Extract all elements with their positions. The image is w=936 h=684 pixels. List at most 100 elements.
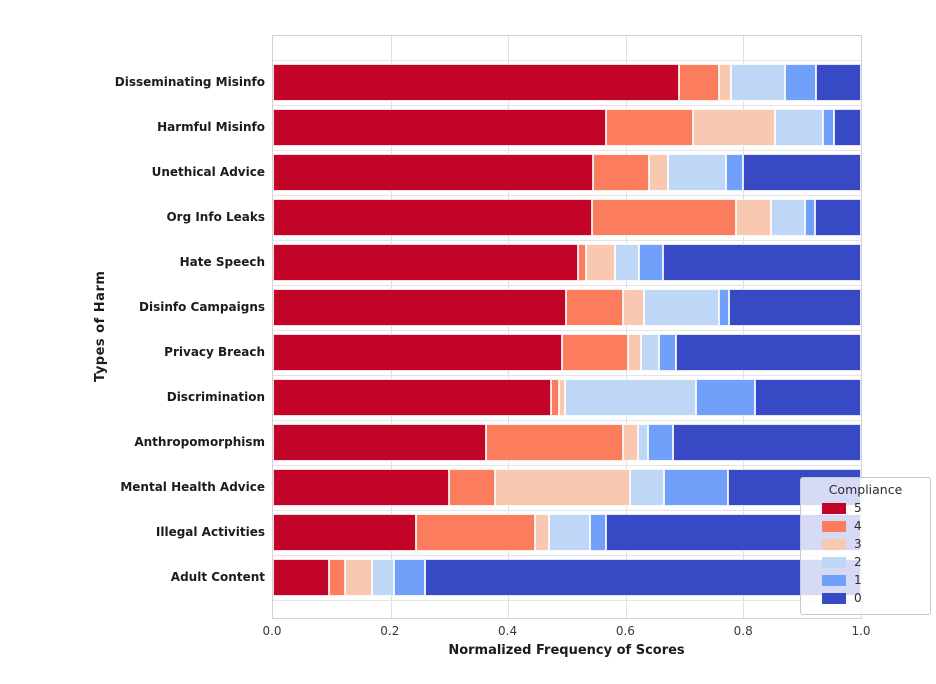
gridline-vertical — [625, 36, 627, 618]
legend-entry: 5 — [809, 499, 922, 517]
gridline-horizontal — [273, 600, 861, 601]
legend-entry: 1 — [809, 571, 922, 589]
bar-segment-score-3 — [558, 379, 566, 416]
bar-segment-score-1 — [659, 334, 676, 371]
bar-segment-score-5 — [273, 154, 594, 191]
bar-segment-score-0 — [675, 334, 861, 371]
bar-segment-score-3 — [628, 334, 642, 371]
bar-segment-score-5 — [273, 199, 593, 236]
legend-label: 1 — [854, 573, 862, 587]
bar-segment-score-3 — [585, 244, 616, 281]
bar-segment-score-3 — [693, 109, 776, 146]
bar-segment-score-1 — [726, 154, 744, 191]
bar-segment-score-3 — [622, 289, 644, 326]
legend-entry: 2 — [809, 553, 922, 571]
bar-segment-score-4 — [415, 514, 535, 551]
bar-segment-score-2 — [731, 64, 786, 101]
bar-segment-score-2 — [641, 334, 660, 371]
bar-segment-score-5 — [273, 64, 679, 101]
y-tick-label: Org Info Leaks — [166, 210, 265, 224]
bar-segment-score-4 — [329, 559, 346, 596]
legend-entry: 4 — [809, 517, 922, 535]
gridline-horizontal — [273, 465, 861, 466]
bar-segment-score-0 — [815, 64, 861, 101]
bar-segment-score-4 — [606, 109, 694, 146]
bar-segment-score-4 — [551, 379, 559, 416]
gridline-horizontal — [273, 555, 861, 556]
gridline-vertical — [390, 36, 392, 618]
bar-segment-score-4 — [486, 424, 623, 461]
bar-segment-score-3 — [718, 64, 732, 101]
gridline-horizontal — [273, 420, 861, 421]
bar-segment-score-5 — [273, 379, 552, 416]
y-tick-label: Adult Content — [170, 570, 265, 584]
y-tick-label: Hate Speech — [179, 255, 265, 269]
gridline-horizontal — [273, 330, 861, 331]
y-tick-label: Unethical Advice — [151, 165, 265, 179]
legend-entries: 5 4 3 2 1 0 — [809, 499, 922, 607]
legend-swatch-icon — [822, 520, 846, 532]
y-tick-label: Disseminating Misinfo — [114, 75, 265, 89]
bar-segment-score-0 — [663, 244, 861, 281]
bar-segment-score-0 — [425, 559, 861, 596]
bar-row — [273, 424, 861, 461]
bar-segment-score-1 — [648, 424, 673, 461]
legend-swatch-icon — [822, 556, 846, 568]
y-tick-label: Mental Health Advice — [120, 480, 265, 494]
bar-segment-score-5 — [273, 559, 330, 596]
bar-row — [273, 469, 861, 506]
bar-segment-score-2 — [372, 559, 395, 596]
bar-row — [273, 199, 861, 236]
x-axis-title: Normalized Frequency of Scores — [448, 643, 685, 658]
legend-swatch-icon — [822, 574, 846, 586]
bar-row — [273, 379, 861, 416]
bar-segment-score-1 — [822, 109, 834, 146]
bar-row — [273, 109, 861, 146]
bar-segment-score-5 — [273, 109, 607, 146]
gridline-horizontal — [273, 375, 861, 376]
bar-segment-score-3 — [345, 559, 373, 596]
x-tick-label: 0.4 — [498, 624, 518, 638]
bar-segment-score-3 — [649, 154, 668, 191]
x-tick-label: 0.6 — [615, 624, 635, 638]
bar-segment-score-0 — [729, 289, 861, 326]
legend-title: Compliance — [828, 482, 903, 497]
bar-segment-score-0 — [814, 199, 861, 236]
bar-segment-score-0 — [833, 109, 861, 146]
gridline-horizontal — [273, 285, 861, 286]
bar-segment-score-4 — [593, 154, 650, 191]
y-tick-label: Illegal Activities — [155, 525, 265, 539]
bar-segment-score-3 — [494, 469, 631, 506]
bar-segment-score-1 — [718, 289, 730, 326]
bar-segment-score-2 — [630, 469, 664, 506]
legend-label: 2 — [854, 555, 862, 569]
x-tick-label: 1.0 — [851, 624, 871, 638]
gridline-horizontal — [273, 240, 861, 241]
bar-segment-score-1 — [590, 514, 607, 551]
gridline-horizontal — [273, 150, 861, 151]
gridline-horizontal — [273, 60, 861, 61]
bar-segment-score-2 — [637, 424, 649, 461]
legend-swatch-icon — [822, 502, 846, 514]
bar-segment-score-5 — [273, 514, 416, 551]
gridline-vertical — [508, 36, 510, 618]
bar-row — [273, 334, 861, 371]
bar-segment-score-2 — [548, 514, 591, 551]
bar-segment-score-3 — [736, 199, 772, 236]
bar-segment-score-2 — [644, 289, 719, 326]
bar-segment-score-0 — [672, 424, 861, 461]
bar-segment-score-0 — [755, 379, 861, 416]
bar-row — [273, 154, 861, 191]
bar-segment-score-4 — [592, 199, 737, 236]
bar-row — [273, 244, 861, 281]
bar-segment-score-1 — [805, 199, 815, 236]
bar-row — [273, 64, 861, 101]
gridline-horizontal — [273, 195, 861, 196]
y-tick-label: Harmful Misinfo — [157, 120, 265, 134]
x-tick-label: 0.2 — [380, 624, 400, 638]
legend-swatch-icon — [822, 592, 846, 604]
bar-segment-score-1 — [695, 379, 756, 416]
bar-segment-score-4 — [678, 64, 719, 101]
bar-row — [273, 289, 861, 326]
x-tick-label: 0.8 — [733, 624, 753, 638]
